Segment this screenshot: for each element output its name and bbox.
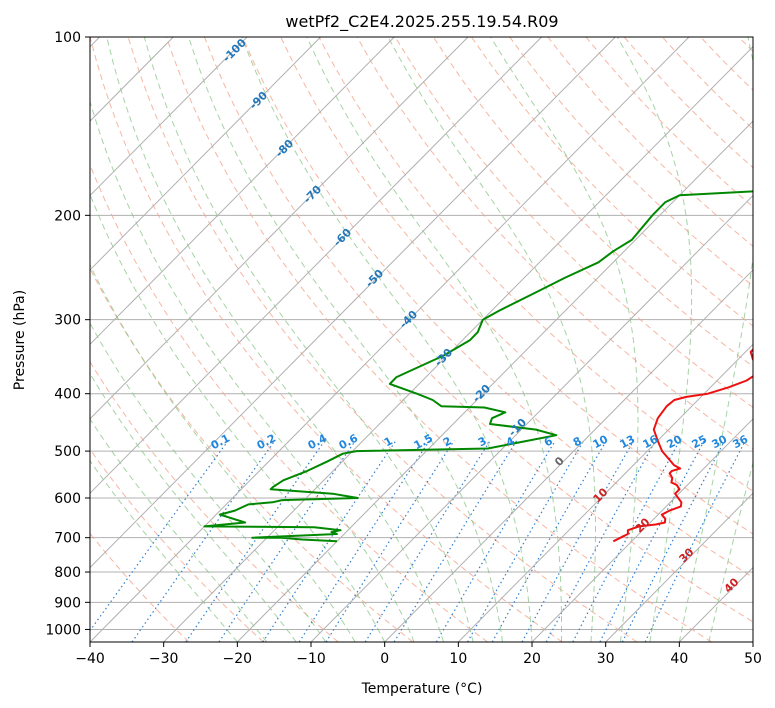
- isotherm-line: [310, 194, 753, 642]
- mixing-ratio-label: 10: [591, 432, 611, 451]
- isotherm-line: [90, 37, 616, 569]
- x-tick-label: 40: [670, 651, 688, 667]
- moist-adiabat-line: [241, 37, 533, 642]
- isotherm-line: [236, 120, 753, 642]
- moist-adiabat-line: [106, 37, 445, 642]
- moist-adiabat-line: [90, 99, 415, 642]
- mixing-ratio-line: [545, 440, 657, 642]
- mixing-ratio-label: 20: [665, 432, 685, 451]
- isotherms: [90, 37, 753, 642]
- x-tick-label: −10: [296, 651, 326, 667]
- moist-adiabat-line: [678, 37, 753, 642]
- moist-adiabat-line: [490, 37, 639, 642]
- y-axis-title: Pressure (hPa): [12, 290, 28, 390]
- mixing-ratio-line: [491, 440, 607, 642]
- dry-adiabat-line: [471, 37, 753, 327]
- dry-adiabat-line: [203, 37, 753, 623]
- y-tick-label: 400: [54, 387, 81, 403]
- moist-adiabat-line: [387, 37, 596, 642]
- isotherm-line: [90, 37, 690, 642]
- dry-adiabat-line: [165, 37, 712, 642]
- y-tick-label: 800: [54, 565, 81, 581]
- dry-adiabat-line: [318, 37, 753, 492]
- y-tick-label: 200: [54, 208, 81, 224]
- isotherm-line: [457, 343, 753, 642]
- x-axis-title: Temperature (°C): [361, 681, 483, 697]
- mixing-ratio-label: 30: [710, 432, 730, 451]
- mixing-ratio-line: [621, 440, 726, 642]
- chart-title: wetPf2_C2E4.2025.255.19.54.R09: [285, 12, 558, 32]
- isotherm-line: [605, 492, 753, 642]
- x-tick-label: 0: [380, 651, 389, 667]
- isotherm-line: [531, 418, 753, 642]
- temperature-line: [612, 348, 753, 543]
- moist-adiabat-line: [90, 460, 238, 642]
- moist-adiabat-line: [90, 193, 386, 642]
- mixing-ratio-line: [521, 440, 635, 642]
- dry-adiabat-line: [432, 37, 753, 368]
- dewpoint-line: [203, 190, 753, 543]
- isotherm-line: [90, 37, 248, 197]
- y-tick-label: 100: [54, 30, 81, 46]
- x-tick-label: 50: [744, 651, 762, 667]
- x-tick-label: −30: [149, 651, 179, 667]
- moist-adiabat-line: [90, 322, 327, 642]
- isotherm-line: [163, 45, 753, 642]
- moist-adiabat-line: [306, 37, 562, 642]
- isotherm-line: [90, 37, 469, 420]
- dry-adiabat-line: [90, 37, 563, 642]
- dry-adiabat-line: [356, 37, 753, 450]
- mixing-ratio-line: [466, 440, 585, 642]
- moist-adiabat-line: [90, 418, 268, 642]
- y-tick-label: 300: [54, 313, 81, 329]
- x-tick-label: −20: [223, 651, 253, 667]
- mixing-ratio-line: [131, 440, 276, 642]
- mixing-ratio-line: [262, 440, 397, 642]
- y-tick-label: 600: [54, 491, 81, 507]
- dry-adiabat-line: [394, 37, 753, 409]
- moist-adiabat-line: [143, 37, 474, 642]
- isotherm-line: [90, 37, 542, 494]
- pressure-gridlines: [90, 37, 753, 630]
- x-tick-label: −40: [75, 651, 105, 667]
- mixing-ratio-line: [644, 440, 746, 642]
- y-tick-label: 1000: [45, 622, 81, 638]
- isotherm-line: [90, 37, 321, 271]
- isotherm-line: [384, 269, 753, 642]
- dry-adiabat-line: [90, 267, 414, 642]
- mixing-ratio-line: [572, 440, 681, 642]
- sounding-series: [203, 190, 753, 543]
- y-tick-label: 500: [54, 444, 81, 460]
- plot-area: 0.1 0.2 0.4 0.6 1 1.5 2 3 4 6 8 10 13 16 20 25 30 36-100-…: [90, 37, 753, 642]
- moist-adiabat-line: [616, 37, 693, 642]
- y-axis-ticks: 100 200 300 400 500 600 700 800 900 1000: [45, 30, 90, 638]
- moist-adiabat-line: [90, 263, 356, 642]
- dry-adiabat-line: [90, 448, 264, 642]
- moist-adiabats: [90, 37, 753, 642]
- y-tick-label: 700: [54, 531, 81, 547]
- plot-frame: [89, 36, 754, 643]
- moist-adiabat-line: [708, 460, 753, 642]
- mixing-ratio-line: [599, 440, 705, 642]
- x-tick-label: 30: [597, 651, 615, 667]
- x-axis-ticks: −40 −30 −20 −10 0 10 20 30 40 50: [75, 642, 762, 667]
- mixing-ratio-label: 13: [618, 433, 638, 452]
- x-tick-label: 20: [523, 651, 541, 667]
- y-tick-label: 900: [54, 595, 81, 611]
- moist-adiabat-line: [188, 37, 503, 642]
- mixing-ratio-line: [435, 440, 556, 642]
- mixing-ratio-line: [364, 440, 491, 642]
- mixing-ratio-label: 36: [731, 432, 751, 451]
- dry-adiabat-line: [242, 37, 753, 579]
- dry-adiabat-line: [509, 37, 753, 287]
- dry-adiabat-line: [127, 37, 638, 642]
- x-tick-label: 10: [449, 651, 467, 667]
- isotherm-line: [90, 37, 395, 346]
- mixing-ratio-label: 16: [641, 432, 661, 451]
- mixing-ratio-label: 25: [690, 433, 710, 452]
